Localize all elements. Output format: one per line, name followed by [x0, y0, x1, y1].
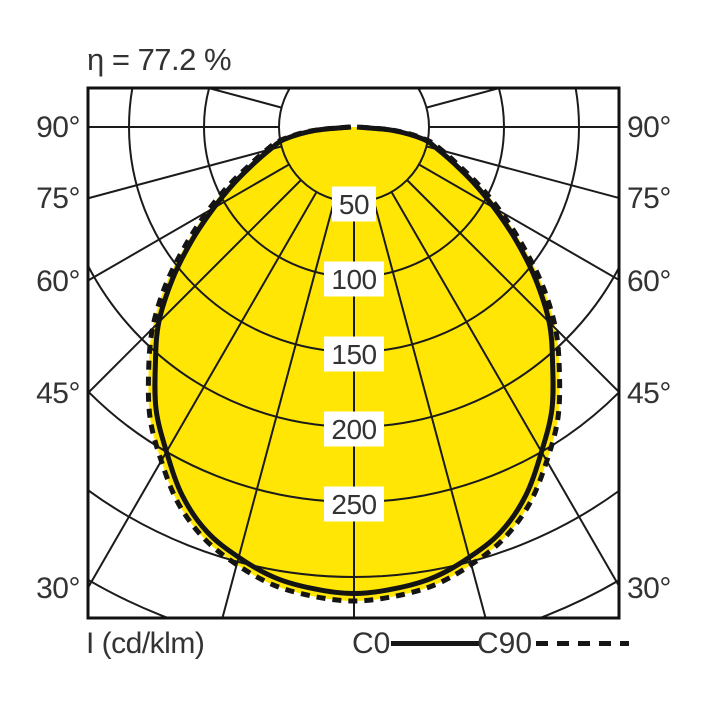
angle-label-right-30: 30° [627, 572, 671, 605]
angle-label-left-30: 30° [36, 572, 80, 605]
angle-label-left-45: 45° [36, 377, 80, 410]
polar-grid-radial [204, 88, 282, 109]
polar-grid-radial [406, 179, 619, 394]
angle-label-right-75: 75° [627, 182, 671, 215]
c0-curve [152, 124, 556, 597]
intensity-label-box [324, 486, 384, 522]
c0-solid-line-sample [391, 641, 481, 646]
legend-c90-label: C90 [477, 627, 533, 660]
intensity-label: 100 [331, 264, 376, 295]
polar-grid-radial [426, 145, 619, 200]
plot-frame [86, 86, 621, 620]
efficiency-title: η = 77.2 % [87, 42, 232, 77]
polar-grid-radial [426, 88, 504, 109]
unit-label: I (cd/klm) [86, 627, 205, 660]
polar-grid-radial [418, 88, 424, 91]
angle-label-right-90: 90° [627, 111, 671, 144]
angle-label-left-90: 90° [36, 111, 80, 144]
angle-label-right-60: 60° [627, 265, 671, 298]
intensity-label-box [324, 411, 384, 447]
intensity-label-box [324, 261, 384, 297]
intensity-label: 250 [331, 489, 376, 520]
intensity-label: 150 [331, 339, 376, 370]
angle-label-right-45: 45° [627, 377, 671, 410]
intensity-label-box [324, 336, 384, 372]
angle-label-left-75: 75° [36, 182, 80, 215]
polar-grid-radial [88, 179, 302, 395]
intensity-label: 50 [339, 189, 369, 220]
c90-dashed-line-sample [536, 641, 629, 646]
intensity-label-box [332, 186, 376, 222]
c90-curve [145, 124, 563, 604]
polar-grid-radial [88, 145, 282, 200]
angle-label-left-60: 60° [36, 265, 80, 298]
polar-grid-radial [221, 199, 336, 618]
polar-grid-radial [372, 199, 487, 618]
legend-c0-label: C0 [352, 627, 391, 660]
polar-grid-radial [284, 88, 290, 91]
intensity-label: 200 [331, 414, 376, 445]
